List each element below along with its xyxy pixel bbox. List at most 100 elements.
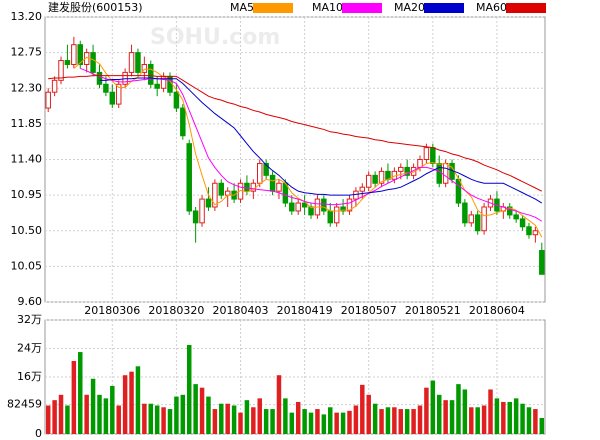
- chart-title: 建发股份(600153): [48, 0, 143, 14]
- volume-tick-label: 16万: [17, 370, 42, 383]
- candle-body: [276, 182, 282, 192]
- volume-bar: [103, 398, 109, 434]
- volume-bar: [302, 409, 307, 434]
- volume-bar: [135, 366, 141, 434]
- candle-body: [481, 206, 487, 232]
- candle-body: [462, 202, 468, 224]
- volume-bar: [219, 403, 224, 434]
- volume-bar: [475, 407, 480, 434]
- volume-bar: [398, 409, 404, 434]
- volume-bar: [533, 409, 538, 434]
- volume-bar: [52, 400, 57, 434]
- x-tick-label: 20180521: [405, 304, 461, 317]
- volume-bar: [206, 396, 211, 434]
- x-tick-label: 20180403: [213, 304, 269, 317]
- volume-bar: [45, 405, 51, 434]
- legend-label: MA10: [312, 1, 343, 14]
- candle-body: [148, 64, 154, 85]
- candle-body: [378, 170, 385, 184]
- candle-body: [103, 83, 109, 93]
- volume-bar: [122, 375, 128, 434]
- volume-bar: [449, 400, 455, 434]
- volume-bar: [462, 389, 468, 434]
- legend-swatch: [424, 3, 464, 13]
- candle-body: [71, 44, 77, 65]
- volume-bar: [180, 394, 186, 434]
- ma-line: [73, 56, 543, 238]
- y-tick-label: 11.85: [11, 117, 43, 130]
- x-tick-label: 20180507: [341, 304, 397, 317]
- candle-body: [513, 214, 519, 220]
- volume-bar: [507, 401, 512, 434]
- candle-body: [90, 52, 96, 73]
- volume-bar: [334, 412, 339, 434]
- candle-body: [455, 178, 462, 204]
- volume-bar: [199, 387, 205, 434]
- candle-body: [186, 143, 192, 212]
- volume-bar: [174, 396, 179, 434]
- volume-bar: [212, 409, 218, 434]
- volume-tick-label: 0: [35, 427, 42, 440]
- x-tick-label: 20180320: [148, 304, 204, 317]
- candle-body: [45, 91, 51, 109]
- volume-bar: [456, 384, 461, 434]
- candle-body: [404, 166, 410, 176]
- candle-body: [180, 107, 186, 137]
- candle-body: [295, 202, 301, 212]
- x-tick-label: 20180604: [469, 304, 525, 317]
- candle-body: [128, 52, 135, 73]
- volume-tick-label: 82459: [7, 398, 42, 411]
- legend-label: MA20: [394, 1, 425, 14]
- volume-bar: [276, 375, 282, 434]
- candle-body: [526, 226, 532, 236]
- candle-body: [58, 60, 64, 81]
- y-tick-label: 10.95: [11, 188, 43, 201]
- legend-swatch: [253, 3, 293, 13]
- candle-body: [51, 79, 58, 93]
- volume-bar: [90, 378, 96, 434]
- candle-body: [353, 190, 359, 200]
- volume-bar: [411, 409, 416, 434]
- volume-tick-label: 24万: [17, 342, 42, 355]
- y-tick-label: 13.20: [11, 10, 43, 23]
- candle-body: [423, 147, 430, 160]
- candle-body: [430, 147, 436, 164]
- candle-body: [109, 91, 116, 105]
- volume-bar: [417, 405, 423, 434]
- y-tick-label: 10.50: [11, 224, 43, 237]
- volume-bar: [58, 394, 64, 434]
- volume-bar: [129, 371, 134, 434]
- y-tick-label: 10.05: [11, 259, 43, 272]
- volume-bar: [308, 412, 314, 434]
- candle-body: [269, 174, 276, 192]
- ma-line: [99, 77, 543, 204]
- legend-swatch: [342, 3, 382, 13]
- volume-bar: [244, 400, 250, 434]
- candle-body: [205, 198, 212, 208]
- volume-bar: [116, 405, 121, 434]
- volume-bar: [353, 405, 359, 434]
- candle-body: [442, 162, 449, 184]
- candle-body: [398, 166, 404, 172]
- candle-body: [263, 162, 269, 176]
- volume-bar: [436, 394, 442, 434]
- volume-bar: [347, 410, 352, 434]
- volume-bar: [494, 398, 500, 434]
- candle-body: [218, 182, 225, 196]
- volume-bar: [430, 380, 436, 434]
- volume-bar: [154, 405, 160, 434]
- volume-bar: [71, 360, 77, 434]
- candle-body: [365, 174, 372, 188]
- volume-bar: [257, 398, 262, 434]
- volume-tick-label: 32万: [17, 313, 42, 326]
- volume-bar: [360, 384, 365, 434]
- candle-body: [289, 202, 295, 212]
- candle-body: [77, 44, 83, 65]
- candle-body: [346, 198, 353, 212]
- volume-bar: [404, 409, 410, 434]
- candle-body: [333, 206, 340, 224]
- volume-bar: [366, 394, 371, 434]
- candle-body: [340, 206, 346, 212]
- candle-body: [532, 230, 539, 236]
